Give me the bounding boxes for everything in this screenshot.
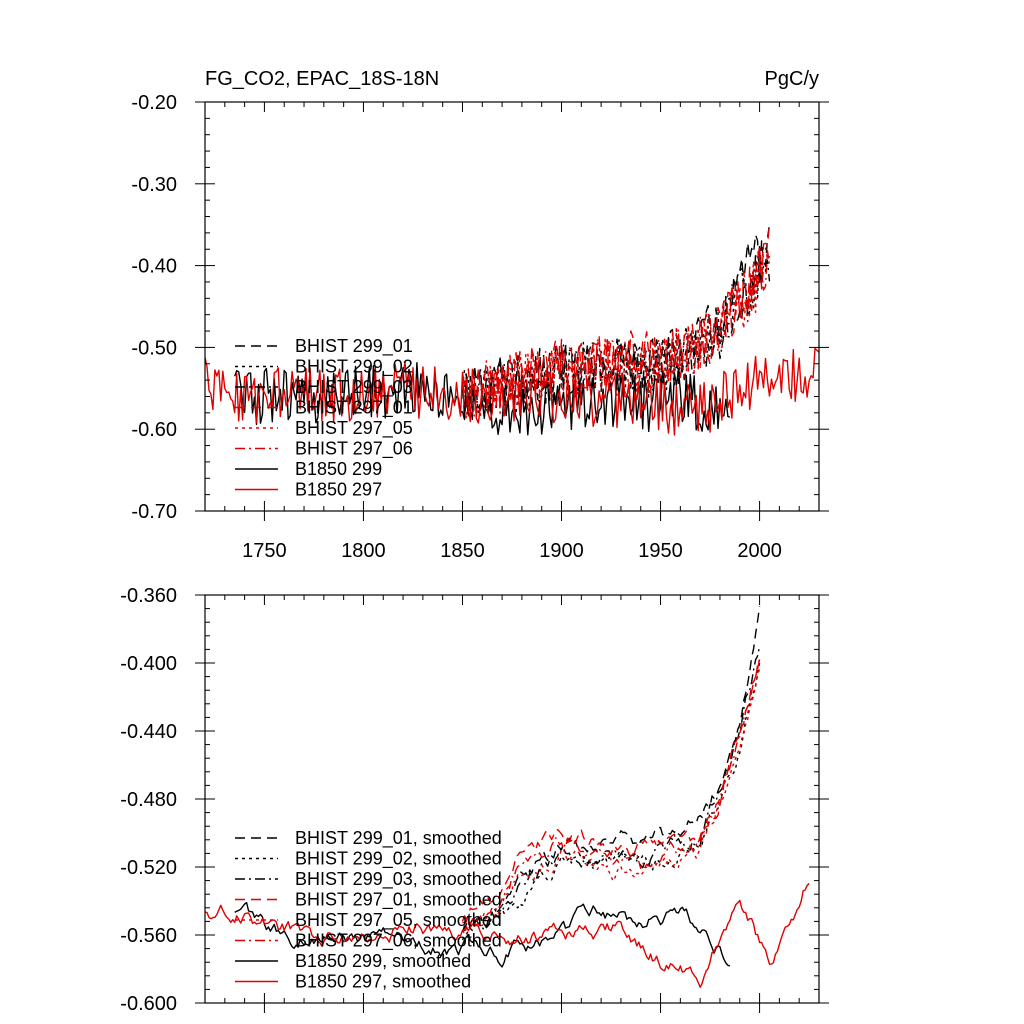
legend-label: BHIST 299_03 [295,377,413,398]
series-line [461,250,771,419]
legend-label: BHIST 299_02, smoothed [295,849,502,870]
legend-label: B1850 299, smoothed [295,951,471,971]
legend-label: B1850 299 [295,459,382,479]
x-tick-label: 2000 [737,540,782,562]
series-line [461,658,761,927]
legend-label: BHIST 297_01 [295,398,413,419]
series-line [461,224,771,421]
y-tick-label: -0.520 [120,857,177,879]
x-tick-label: 1900 [539,540,584,562]
series-line [234,901,731,968]
legend-label: BHIST 297_06, smoothed [295,931,502,952]
top-panel-units: PgC/y [765,68,819,90]
top-panel-title: FG_CO2, EPAC_18S-18N [205,68,439,90]
series-line [461,662,761,941]
legend-label: BHIST 299_01, smoothed [295,828,502,849]
series-line [204,882,810,988]
y-tick-label: -0.440 [120,721,177,743]
y-tick-label: -0.30 [131,174,177,196]
legend-label: BHIST 297_05, smoothed [295,910,502,931]
x-tick-label: 1800 [341,540,386,562]
top-panel: FG_CO2, EPAC_18S-18N PgC/y 1750 1800 1850 1… [131,68,829,562]
legend-label: B1850 297 [295,480,382,500]
series-line [461,668,761,935]
series-line [461,223,771,412]
y-tick-label: -0.600 [120,993,177,1015]
series-line [204,347,820,436]
legend-label: BHIST 297_01, smoothed [295,890,502,911]
legend-label: BHIST 297_06 [295,439,413,460]
x-tick-label: 1850 [440,540,485,562]
legend-label: B1850 297, smoothed [295,972,471,992]
plot-frame [204,101,820,512]
y-tick-label: -0.480 [120,789,177,811]
x-tick-label: 1750 [242,540,287,562]
y-tick-label: -0.50 [131,337,177,359]
x-tick-label: 1950 [638,540,683,562]
y-tick-label: -0.70 [131,501,177,523]
bottom-panel: -0.600 -0.560 -0.520 -0.480 -0.440 -0.400 -0.3… [120,585,829,1015]
legend-label: BHIST 299_02 [295,357,413,378]
y-tick-label: -0.60 [131,419,177,441]
series-line [461,606,761,933]
legend-label: BHIST 297_05 [295,418,413,439]
series-line [462,659,761,924]
series-line [234,362,731,436]
y-tick-label: -0.360 [120,585,177,607]
y-tick-label: -0.400 [120,653,177,675]
legend-label: BHIST 299_03, smoothed [295,869,502,890]
y-tick-label: -0.40 [131,256,177,278]
y-tick-label: -0.20 [131,92,177,114]
legend-label: BHIST 299_01 [295,336,413,357]
y-tick-label: -0.560 [120,925,177,947]
